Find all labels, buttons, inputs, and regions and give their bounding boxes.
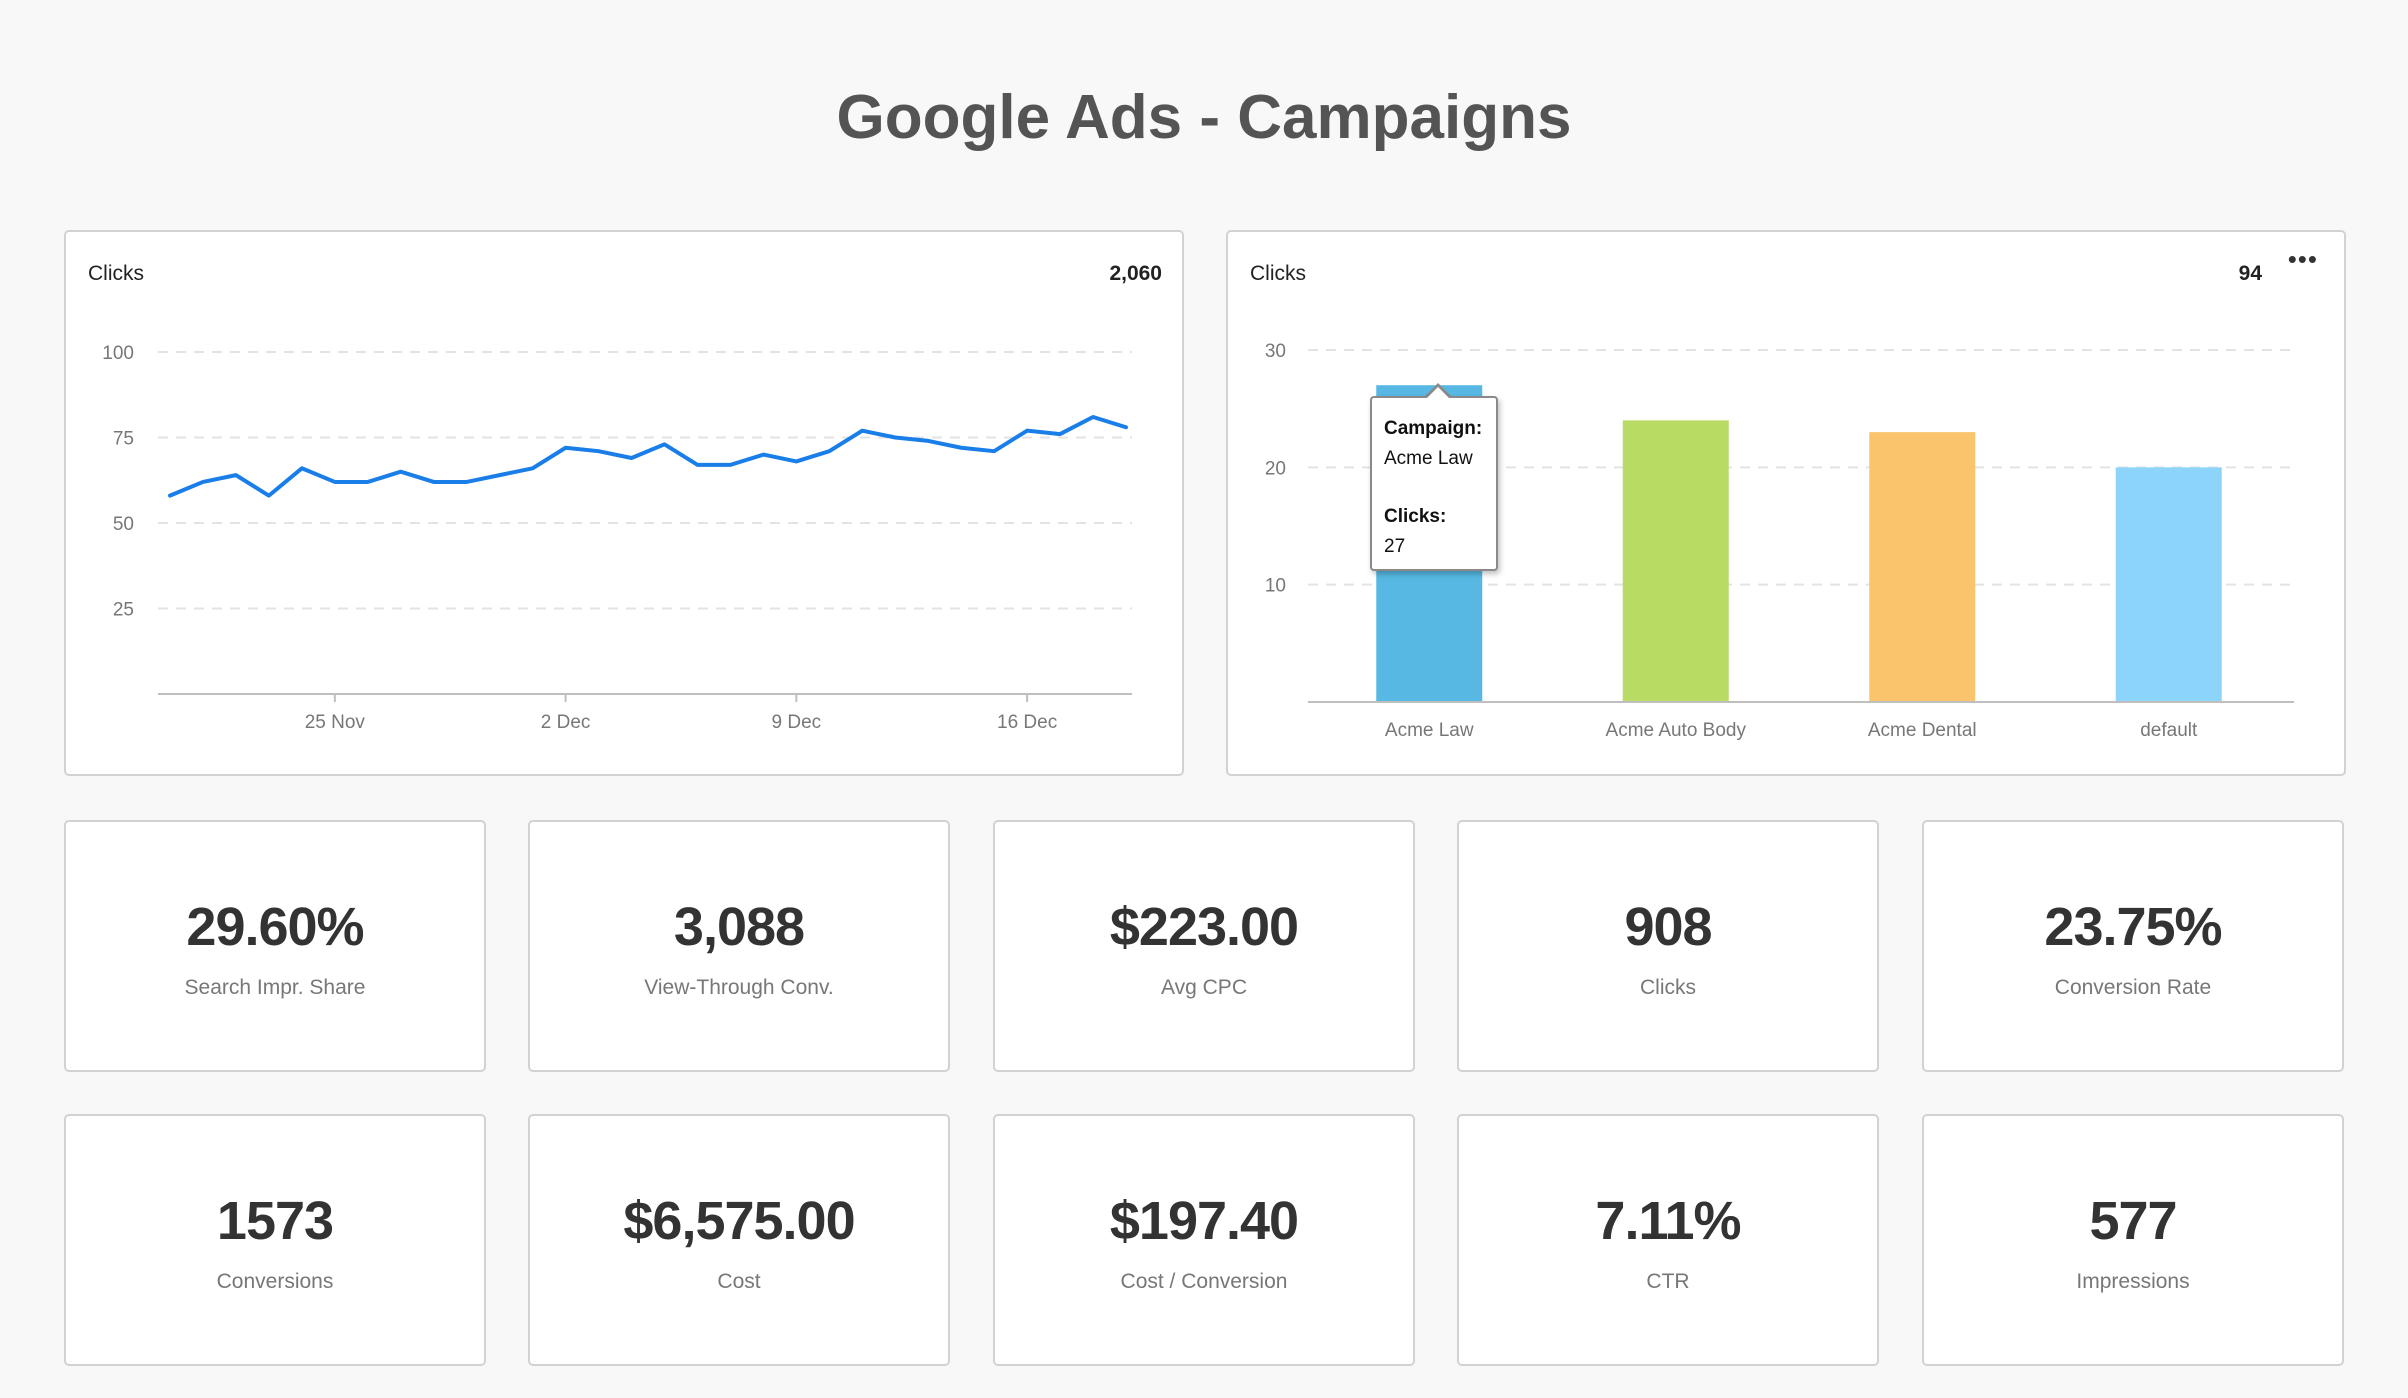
kpi-label: Cost bbox=[717, 1270, 761, 1293]
bar-tooltip: Campaign: Acme Law Clicks: 27 bbox=[1370, 396, 1498, 571]
y-tick-label: 75 bbox=[113, 429, 134, 450]
y-tick-label: 10 bbox=[1265, 576, 1286, 597]
kpi-value: $197.40 bbox=[1109, 1191, 1299, 1251]
x-tick-label: 25 Nov bbox=[305, 712, 366, 733]
kpi-card: 3,088 View-Through Conv. bbox=[528, 820, 950, 1072]
kpi-card: 577 Impressions bbox=[1922, 1114, 2344, 1366]
kpi-value: 908 bbox=[1624, 897, 1712, 957]
widget-title: Clicks bbox=[1250, 262, 1306, 285]
clicks-series-line bbox=[168, 414, 1128, 498]
kpi-card: 29.60% Search Impr. Share bbox=[64, 820, 486, 1072]
tooltip-caret-inner bbox=[1427, 387, 1449, 398]
y-tick-label: 50 bbox=[113, 514, 134, 535]
x-tick-label: default bbox=[2140, 720, 2198, 741]
kpi-value: $6,575.00 bbox=[623, 1191, 855, 1251]
widget-title: Clicks bbox=[88, 262, 144, 285]
x-tick-label: 9 Dec bbox=[772, 712, 822, 733]
kpi-value: 3,088 bbox=[673, 897, 805, 957]
tooltip-clicks-value: 27 bbox=[1384, 536, 1406, 557]
kpi-value: 29.60% bbox=[186, 897, 364, 957]
kpi-card: 908 Clicks bbox=[1457, 820, 1879, 1072]
ellipsis-icon[interactable]: ••• bbox=[2287, 244, 2318, 274]
kpi-value: 577 bbox=[2089, 1191, 2177, 1251]
kpi-card: 1573 Conversions bbox=[64, 1114, 486, 1366]
kpi-card: 23.75% Conversion Rate bbox=[1922, 820, 2344, 1072]
kpi-label: Conversion Rate bbox=[2054, 976, 2212, 999]
kpi-label: Clicks bbox=[1640, 976, 1696, 999]
kpi-label: Impressions bbox=[2076, 1270, 2190, 1293]
kpi-label: Avg CPC bbox=[1161, 976, 1247, 999]
kpi-label: View-Through Conv. bbox=[644, 976, 834, 999]
bar bbox=[1869, 432, 1976, 702]
kpi-label: Search Impr. Share bbox=[184, 976, 366, 999]
kpi-value: 7.11% bbox=[1595, 1191, 1741, 1251]
kpi-card: $6,575.00 Cost bbox=[528, 1114, 950, 1366]
tooltip-campaign-key: Campaign: bbox=[1384, 418, 1483, 439]
kpi-label: Conversions bbox=[216, 1270, 334, 1293]
bar bbox=[1622, 420, 1729, 702]
widget-total: 94 bbox=[2238, 262, 2262, 285]
y-tick-label: 20 bbox=[1265, 458, 1286, 479]
kpi-card: $197.40 Cost / Conversion bbox=[993, 1114, 1415, 1366]
page-title: Google Ads - Campaigns bbox=[836, 83, 1572, 152]
tooltip-campaign-value: Acme Law bbox=[1384, 448, 1473, 469]
kpi-card: $223.00 Avg CPC bbox=[993, 820, 1415, 1072]
kpi-value: 23.75% bbox=[2044, 897, 2222, 957]
y-tick-label: 25 bbox=[113, 600, 134, 621]
kpi-value: $223.00 bbox=[1109, 897, 1299, 957]
kpi-label: CTR bbox=[1646, 1270, 1690, 1293]
kpi-label: Cost / Conversion bbox=[1120, 1270, 1288, 1293]
kpi-value: 1573 bbox=[216, 1191, 334, 1251]
x-tick-label: Acme Auto Body bbox=[1606, 720, 1747, 741]
tooltip-clicks-key: Clicks: bbox=[1384, 506, 1447, 527]
kpi-card: 7.11% CTR bbox=[1457, 1114, 1879, 1366]
y-tick-label: 30 bbox=[1265, 341, 1286, 362]
y-tick-label: 100 bbox=[102, 343, 134, 364]
line-chart[interactable]: 25 50 75 100 25 Nov 2 Dec 9 Dec 16 Dec bbox=[66, 232, 1182, 774]
x-tick-label: Acme Law bbox=[1385, 720, 1474, 741]
widget-total: 2,060 bbox=[1109, 262, 1162, 285]
x-tick-label: 2 Dec bbox=[541, 712, 591, 733]
x-tick-label: Acme Dental bbox=[1868, 720, 1977, 741]
bar bbox=[2115, 467, 2222, 702]
x-tick-label: 16 Dec bbox=[997, 712, 1057, 733]
clicks-line-widget: Clicks 2,060 25 50 75 100 25 Nov 2 Dec 9 Dec 16… bbox=[64, 230, 1184, 776]
